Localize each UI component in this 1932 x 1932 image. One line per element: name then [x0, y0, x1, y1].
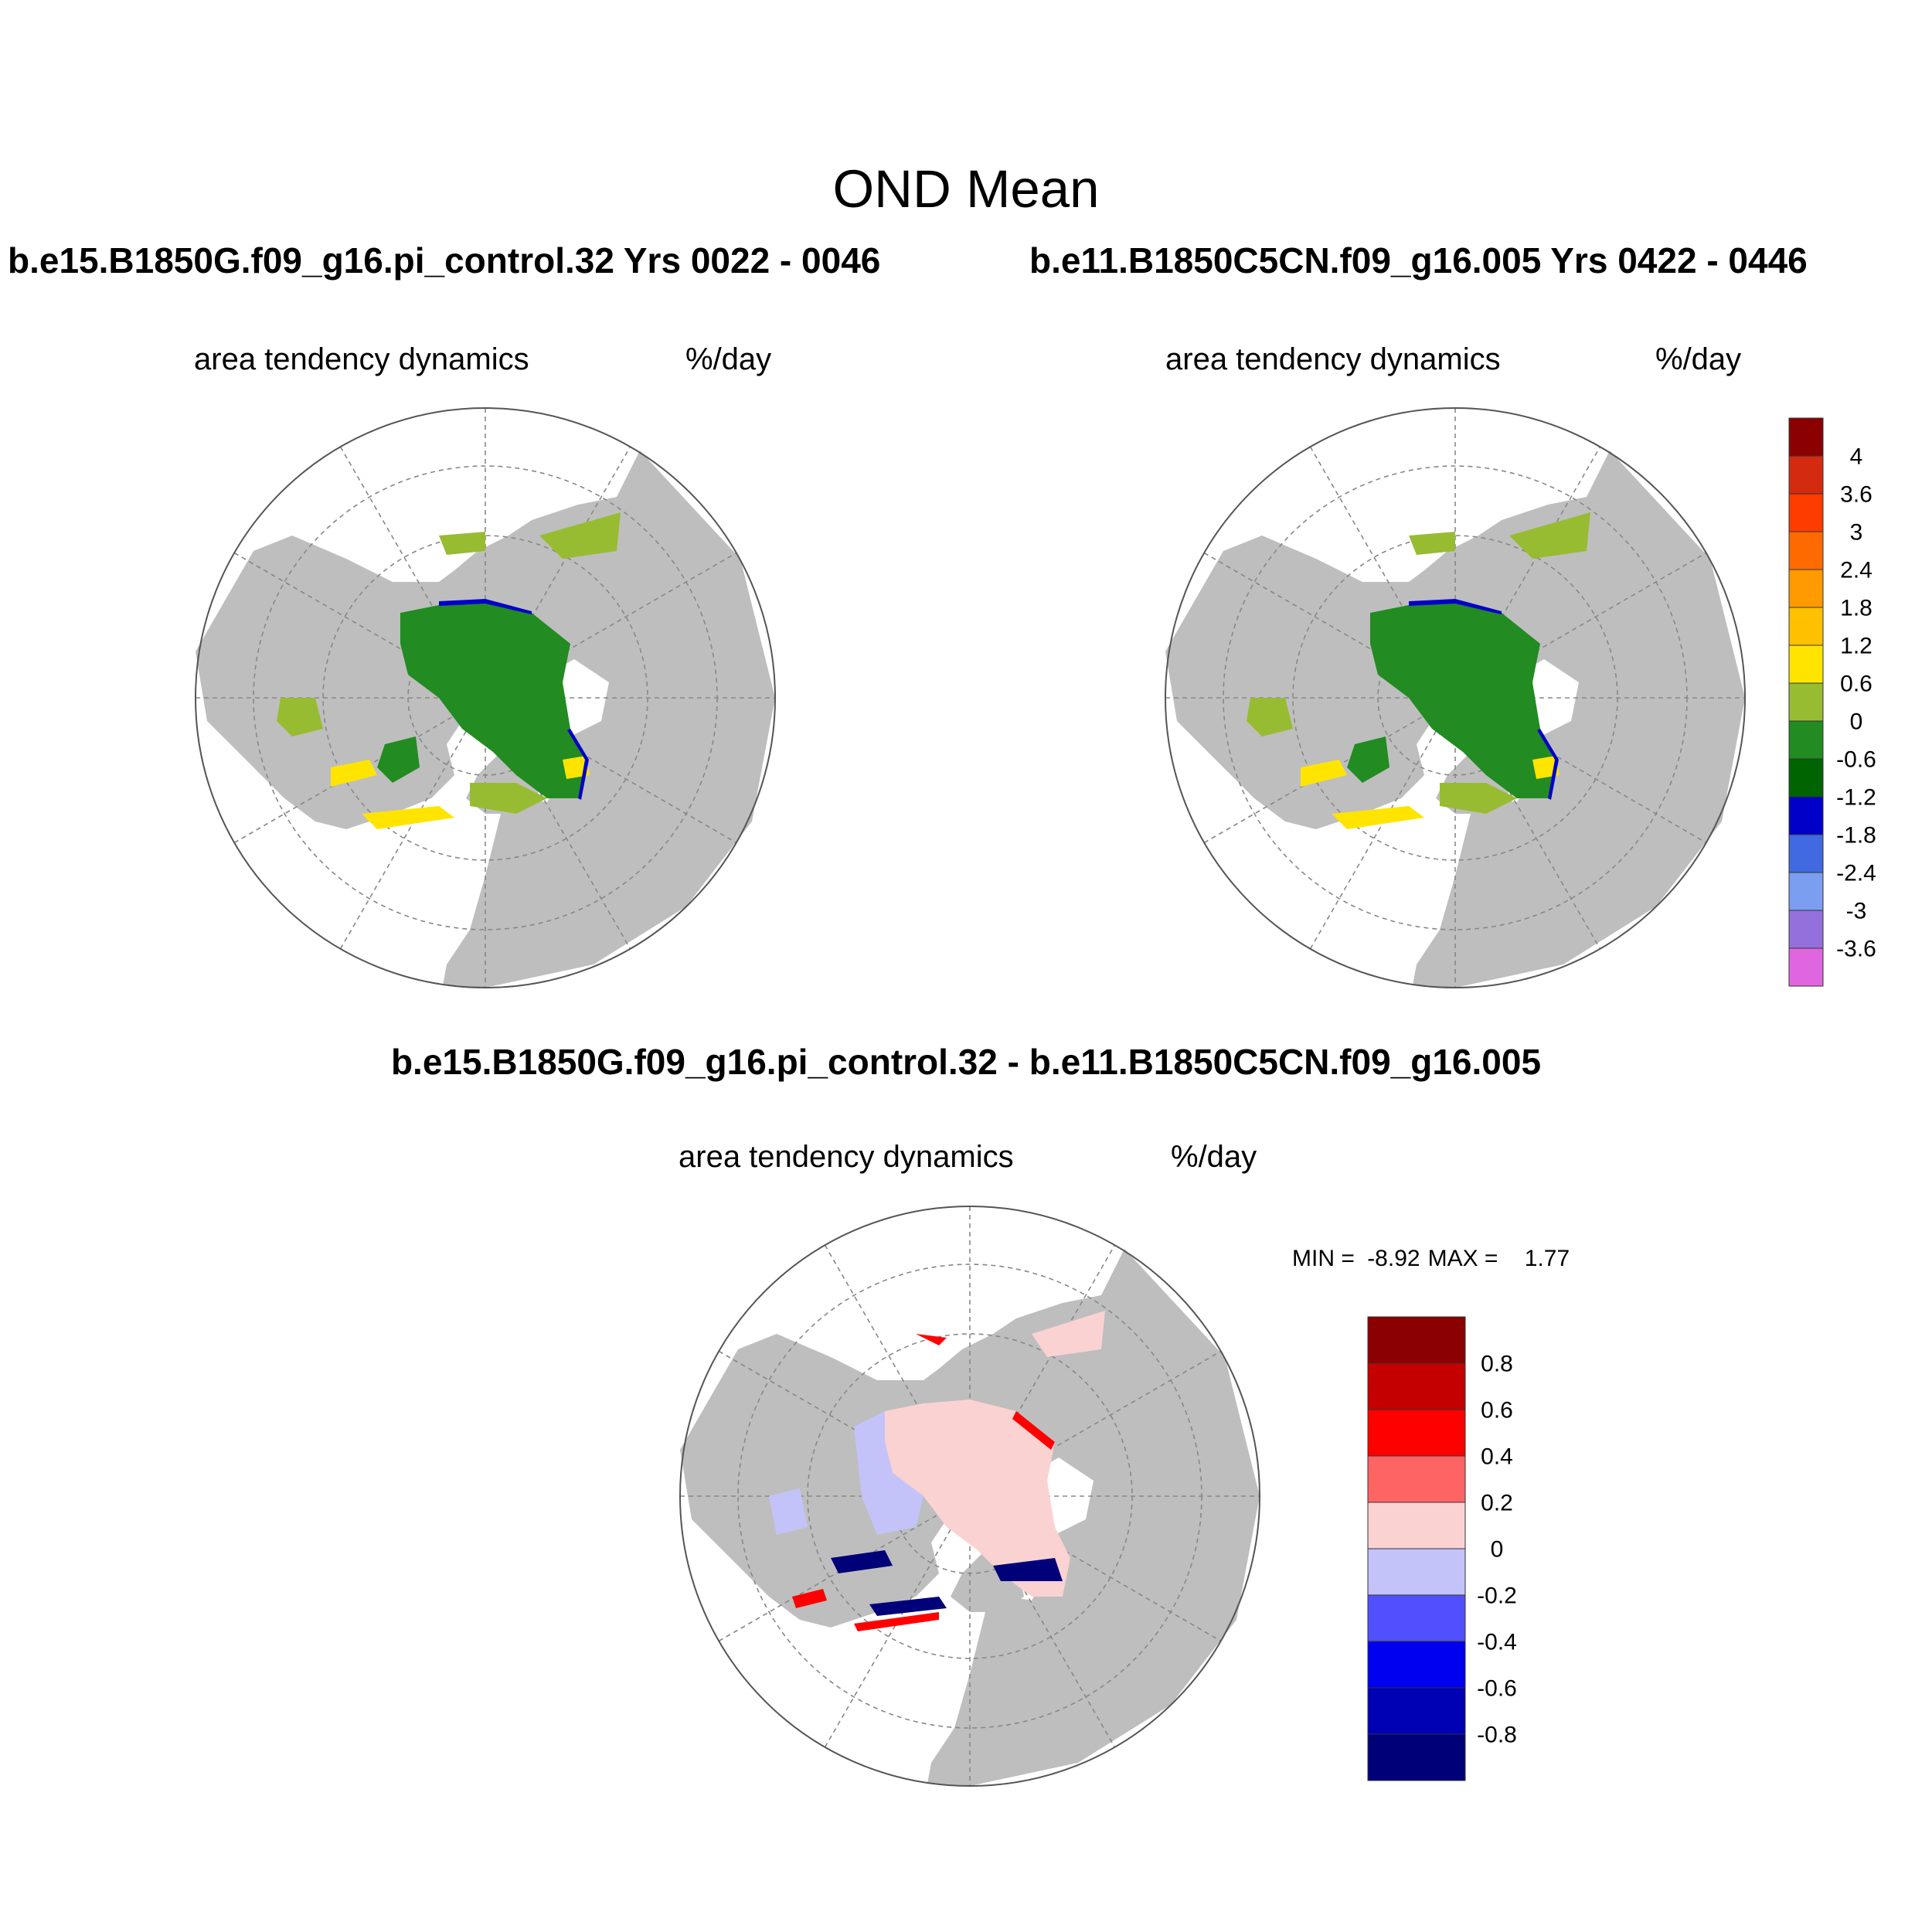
colorbar-top-tick-label: -3 [1846, 899, 1867, 924]
colorbar-diff-tick-label: 0.6 [1481, 1398, 1513, 1423]
colorbar-top-swatch [1788, 645, 1824, 684]
colorbar-top-swatch [1788, 417, 1824, 457]
min-label: MIN = [1292, 1246, 1362, 1271]
min-value: -8.92 [1367, 1246, 1420, 1271]
figure-title: OND Mean [832, 159, 1100, 219]
colorbar-top-swatch [1788, 910, 1824, 949]
colorbar-top-swatch [1788, 720, 1824, 760]
colorbar-top-tick-label: 0.6 [1840, 672, 1872, 697]
colorbar-diff-tick-label: 0.2 [1481, 1491, 1513, 1516]
left-panel-title: b.e15.B1850G.f09_g16.pi_control.32 Yrs 0… [8, 240, 881, 281]
colorbar-diff-tick-label: 0 [1491, 1537, 1504, 1563]
colorbar-top-swatch [1788, 569, 1824, 608]
diff-min-max: MIN = -8.92 MAX = 1.77 [1292, 1246, 1570, 1272]
right-units-label: %/day [1655, 342, 1742, 376]
colorbar-diff-tick-label: -0.6 [1477, 1676, 1517, 1702]
colorbar-diff-swatch [1367, 1548, 1466, 1596]
colorbar-diff-swatch [1367, 1502, 1466, 1549]
colorbar-top-tick-label: -3.6 [1836, 937, 1876, 962]
diff-panel-title: b.e15.B1850G.f09_g16.pi_control.32 - b.e… [390, 1042, 1542, 1082]
colorbar-top-tick-label: 3.6 [1840, 482, 1872, 508]
colorbar-diff-swatch [1367, 1362, 1466, 1410]
colorbar-top-tick-label: 2.4 [1840, 558, 1872, 583]
colorbar-top-tick-label: 3 [1850, 520, 1863, 546]
colorbar-diff-tick-label: 0.8 [1481, 1352, 1513, 1377]
colorbar-top-swatch [1788, 796, 1824, 835]
colorbar-top-swatch [1788, 758, 1824, 798]
colorbar-top-tick-label: 4 [1850, 444, 1863, 470]
right-variable-label: area tendency dynamics [1165, 342, 1501, 376]
colorbar-top-swatch [1788, 872, 1824, 911]
colorbar-top-swatch [1788, 947, 1824, 987]
colorbar-top-swatch [1788, 531, 1824, 570]
colorbar-top-tick-label: 1.2 [1840, 634, 1872, 659]
colorbar-top-tick-label: 0 [1850, 709, 1863, 735]
colorbar-top-swatch [1788, 834, 1824, 873]
colorbar-diff-swatch [1367, 1687, 1466, 1735]
colorbar-diff-tick-label: -0.2 [1477, 1583, 1517, 1609]
max-label: MAX = [1427, 1246, 1505, 1271]
colorbar-diff-swatch [1367, 1409, 1466, 1457]
colorbar-diff-swatch [1367, 1594, 1466, 1642]
colorbar-top-swatch [1788, 493, 1824, 532]
diff-variable-label: area tendency dynamics [679, 1140, 1014, 1174]
left-units-label: %/day [685, 342, 772, 376]
colorbar-top-tick-label: -0.6 [1836, 747, 1876, 773]
colorbar-top-tick-label: 1.8 [1840, 596, 1872, 621]
colorbar-diff-swatch [1367, 1641, 1466, 1689]
colorbar-top-swatch [1788, 682, 1824, 722]
left-variable-label: area tendency dynamics [194, 342, 529, 376]
colorbar-diff-tick-label: -0.4 [1477, 1630, 1517, 1655]
colorbar-top-tick-label: -1.8 [1836, 823, 1876, 849]
colorbar-top-swatch [1788, 455, 1824, 495]
colorbar-diff-tick-label: 0.4 [1481, 1444, 1513, 1470]
colorbar-diff-swatch [1367, 1733, 1466, 1781]
colorbar-diff-swatch [1367, 1316, 1466, 1364]
colorbar-top-swatch [1788, 607, 1824, 646]
max-value: 1.77 [1524, 1246, 1570, 1271]
right-panel-title: b.e11.B1850C5CN.f09_g16.005 Yrs 0422 - 0… [1029, 240, 1808, 281]
right-polar-map [1165, 407, 1746, 988]
left-polar-map [195, 407, 776, 988]
colorbar-top-tick-label: -2.4 [1836, 861, 1876, 886]
colorbar-diff-tick-label: -0.8 [1477, 1723, 1517, 1748]
colorbar-top-tick-label: -1.2 [1836, 785, 1876, 811]
difference-polar-map [679, 1206, 1260, 1787]
colorbar-difference: 0.8 0.6 0.4 0.2 0 -0.2 -0.4 -0.6 -0.8 [1367, 1316, 1517, 1781]
colorbar-diff-swatch [1367, 1455, 1466, 1503]
colorbar-top: 4 3.6 3 2.4 1.8 1.2 0.6 0 -0.6 -1.2 -1.8 -2.4 -3 -3.6 [1788, 417, 1876, 987]
diff-units-label: %/day [1171, 1140, 1257, 1174]
